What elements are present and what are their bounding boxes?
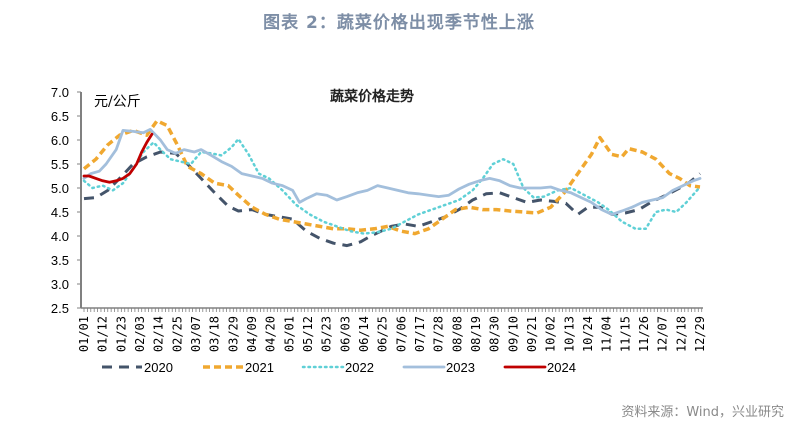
y-axis-unit: 元/公斤 — [94, 94, 141, 110]
x-tick-label: 10/24 — [581, 316, 595, 352]
x-tick-label: 01/23 — [114, 316, 128, 352]
legend-label: 2022 — [345, 360, 374, 375]
series-line-2021 — [82, 119, 701, 236]
x-tick-label: 12/29 — [693, 316, 707, 352]
x-tick-label: 03/29 — [226, 316, 240, 352]
y-tick-label: 7.0 — [51, 85, 69, 100]
y-tick-label: 6.5 — [51, 109, 69, 124]
x-tick-label: 05/23 — [320, 316, 334, 352]
legend-item-2022: 2022 — [301, 360, 374, 375]
y-tick-label: 4.5 — [51, 205, 69, 220]
x-tick-label: 07/17 — [413, 316, 427, 352]
y-tick-label: 6.0 — [51, 133, 69, 148]
x-tick-label: 09/10 — [506, 316, 520, 352]
x-tick-label: 03/18 — [208, 316, 222, 352]
x-tick-label: 01/12 — [96, 316, 110, 352]
x-tick-label: 10/13 — [562, 316, 576, 352]
legend-label: 2020 — [144, 360, 173, 375]
x-tick-label: 06/03 — [338, 316, 352, 352]
y-tick-label: 2.5 — [51, 301, 69, 316]
x-tick-label: 03/07 — [189, 316, 203, 352]
x-tick-label: 05/12 — [301, 316, 315, 352]
x-tick-label: 07/06 — [394, 316, 408, 352]
x-tick-label: 02/25 — [170, 316, 184, 352]
series-line-2020 — [83, 150, 701, 248]
x-tick-label: 04/20 — [264, 316, 278, 352]
legend-label: 2023 — [446, 360, 475, 375]
series-line-2024 — [82, 132, 154, 184]
inner-chart-title: 蔬菜价格走势 — [330, 88, 414, 105]
legend-item-2021: 2021 — [203, 360, 274, 375]
x-tick-label: 02/03 — [133, 316, 147, 352]
x-tick-label: 06/25 — [376, 316, 390, 352]
y-tick-label: 3.5 — [51, 253, 69, 268]
legend-label: 2024 — [547, 360, 576, 375]
legend-item-2020: 2020 — [102, 360, 173, 375]
x-tick-label: 04/09 — [245, 316, 259, 352]
legend-label: 2021 — [245, 360, 274, 375]
x-tick-label: 11/04 — [600, 316, 614, 352]
legend-item-2023: 2023 — [402, 360, 475, 375]
x-tick-label: 08/30 — [488, 316, 502, 352]
series-lines — [82, 119, 702, 248]
source-note: 资料来源：Wind，兴业研究 — [621, 405, 784, 420]
x-tick-label: 07/28 — [432, 316, 446, 352]
chart-title: 图表 2：蔬菜价格出现季节性上涨 — [263, 13, 535, 33]
y-tick-label: 5.5 — [51, 157, 69, 172]
x-tick-label: 11/15 — [618, 316, 632, 352]
x-tick-label: 01/01 — [77, 316, 91, 352]
series-line-2022 — [82, 137, 702, 235]
x-tick-label: 10/02 — [544, 316, 558, 352]
x-tick-label: 08/08 — [450, 316, 464, 352]
legend-item-2024: 2024 — [503, 360, 576, 375]
x-tick-label: 12/18 — [674, 316, 688, 352]
x-tick-label: 08/19 — [469, 316, 483, 352]
axes: 7.0 6.5 6.0 5.5 5.0 4.5 4.0 3.5 3.0 2.5 01/01 01/12… — [51, 85, 707, 352]
x-tick-label: 06/14 — [357, 316, 371, 352]
legend: 2020 2021 2022 2023 2024 — [102, 360, 576, 375]
x-tick-label: 05/01 — [282, 316, 296, 352]
x-tick-label: 02/14 — [152, 316, 166, 352]
y-tick-label: 4.0 — [51, 229, 69, 244]
y-tick-label: 3.0 — [51, 277, 69, 292]
x-tick-label: 11/26 — [637, 316, 651, 352]
x-tick-label: 09/21 — [525, 316, 539, 352]
x-tick-label: 12/07 — [656, 316, 670, 352]
series-line-2023 — [82, 128, 702, 216]
y-tick-label: 5.0 — [51, 181, 69, 196]
